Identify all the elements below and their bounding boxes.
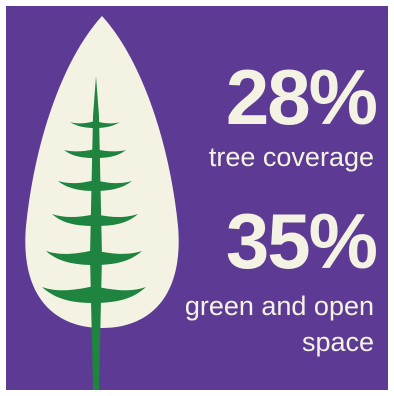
tree-leaf-icon	[25, 16, 179, 390]
branch-4	[52, 214, 138, 226]
infographic-card: 28% tree coverage 35% green and open spa…	[6, 6, 388, 390]
branch-6	[42, 286, 146, 303]
branch-5	[46, 250, 142, 265]
green-space-value: 35%	[225, 197, 378, 285]
tree-coverage-label: tree coverage	[208, 142, 374, 172]
tree-coverage-value: 28%	[225, 53, 378, 141]
branch-2	[64, 149, 126, 158]
branch-1	[70, 121, 120, 128]
tree-branches	[42, 121, 146, 303]
branch-3	[58, 180, 132, 191]
green-space-label: green and open space	[184, 291, 374, 357]
leaf-shape	[25, 16, 179, 328]
